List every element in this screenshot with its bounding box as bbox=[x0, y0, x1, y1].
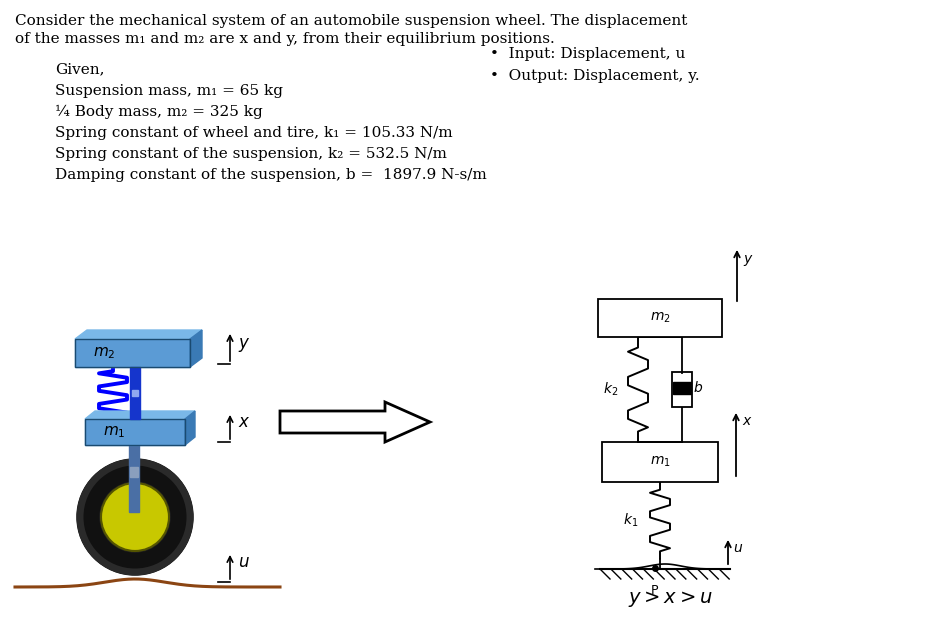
Text: y: y bbox=[743, 252, 752, 266]
Polygon shape bbox=[75, 330, 202, 339]
Text: b: b bbox=[694, 380, 703, 394]
Polygon shape bbox=[190, 330, 202, 367]
Circle shape bbox=[77, 459, 193, 575]
Text: $m_1$: $m_1$ bbox=[103, 424, 125, 440]
Bar bbox=[673, 382, 691, 394]
Bar bbox=[598, 299, 722, 337]
Bar bbox=[602, 442, 718, 482]
Polygon shape bbox=[85, 411, 195, 419]
Bar bbox=[130, 467, 138, 477]
Text: x: x bbox=[238, 413, 248, 431]
Bar bbox=[672, 371, 692, 406]
Text: Suspension mass, m₁ = 65 kg: Suspension mass, m₁ = 65 kg bbox=[55, 84, 283, 98]
Polygon shape bbox=[185, 411, 195, 445]
Text: •  Input: Displacement, u: • Input: Displacement, u bbox=[490, 47, 685, 61]
Text: Consider the mechanical system of an automobile suspension wheel. The displaceme: Consider the mechanical system of an aut… bbox=[15, 14, 687, 28]
Text: ¼ Body mass, m₂ = 325 kg: ¼ Body mass, m₂ = 325 kg bbox=[55, 105, 263, 119]
Circle shape bbox=[100, 482, 170, 552]
Bar bbox=[129, 444, 139, 512]
Text: $y > x > u$: $y > x > u$ bbox=[627, 589, 713, 609]
Text: P: P bbox=[651, 584, 659, 597]
Text: $m_2$: $m_2$ bbox=[93, 345, 116, 361]
Text: u: u bbox=[238, 553, 249, 571]
Circle shape bbox=[102, 484, 168, 550]
Text: Given,: Given, bbox=[55, 62, 104, 76]
Text: y: y bbox=[238, 334, 248, 352]
FancyArrow shape bbox=[280, 402, 430, 442]
Text: Spring constant of the suspension, k₂ = 532.5 N/m: Spring constant of the suspension, k₂ = … bbox=[55, 147, 447, 161]
Text: of the masses m₁ and m₂ are x and y, from their equilibrium positions.: of the masses m₁ and m₂ are x and y, fro… bbox=[15, 32, 555, 46]
Bar bbox=[85, 419, 185, 445]
Bar bbox=[75, 339, 190, 367]
Bar bbox=[85, 419, 185, 445]
Text: $k_1$: $k_1$ bbox=[623, 512, 638, 529]
Text: $m_1$: $m_1$ bbox=[650, 455, 670, 469]
Text: x: x bbox=[742, 414, 751, 428]
Text: •  Output: Displacement, y.: • Output: Displacement, y. bbox=[490, 69, 699, 83]
Text: $k_2$: $k_2$ bbox=[603, 381, 618, 398]
Text: u: u bbox=[733, 541, 742, 555]
Text: Spring constant of wheel and tire, k₁ = 105.33 N/m: Spring constant of wheel and tire, k₁ = … bbox=[55, 126, 453, 140]
Bar bbox=[130, 367, 140, 419]
Bar bbox=[75, 339, 190, 367]
Bar bbox=[132, 390, 138, 396]
Text: $m_2$: $m_2$ bbox=[650, 311, 670, 326]
Text: Damping constant of the suspension, b =  1897.9 N-s/m: Damping constant of the suspension, b = … bbox=[55, 168, 487, 182]
